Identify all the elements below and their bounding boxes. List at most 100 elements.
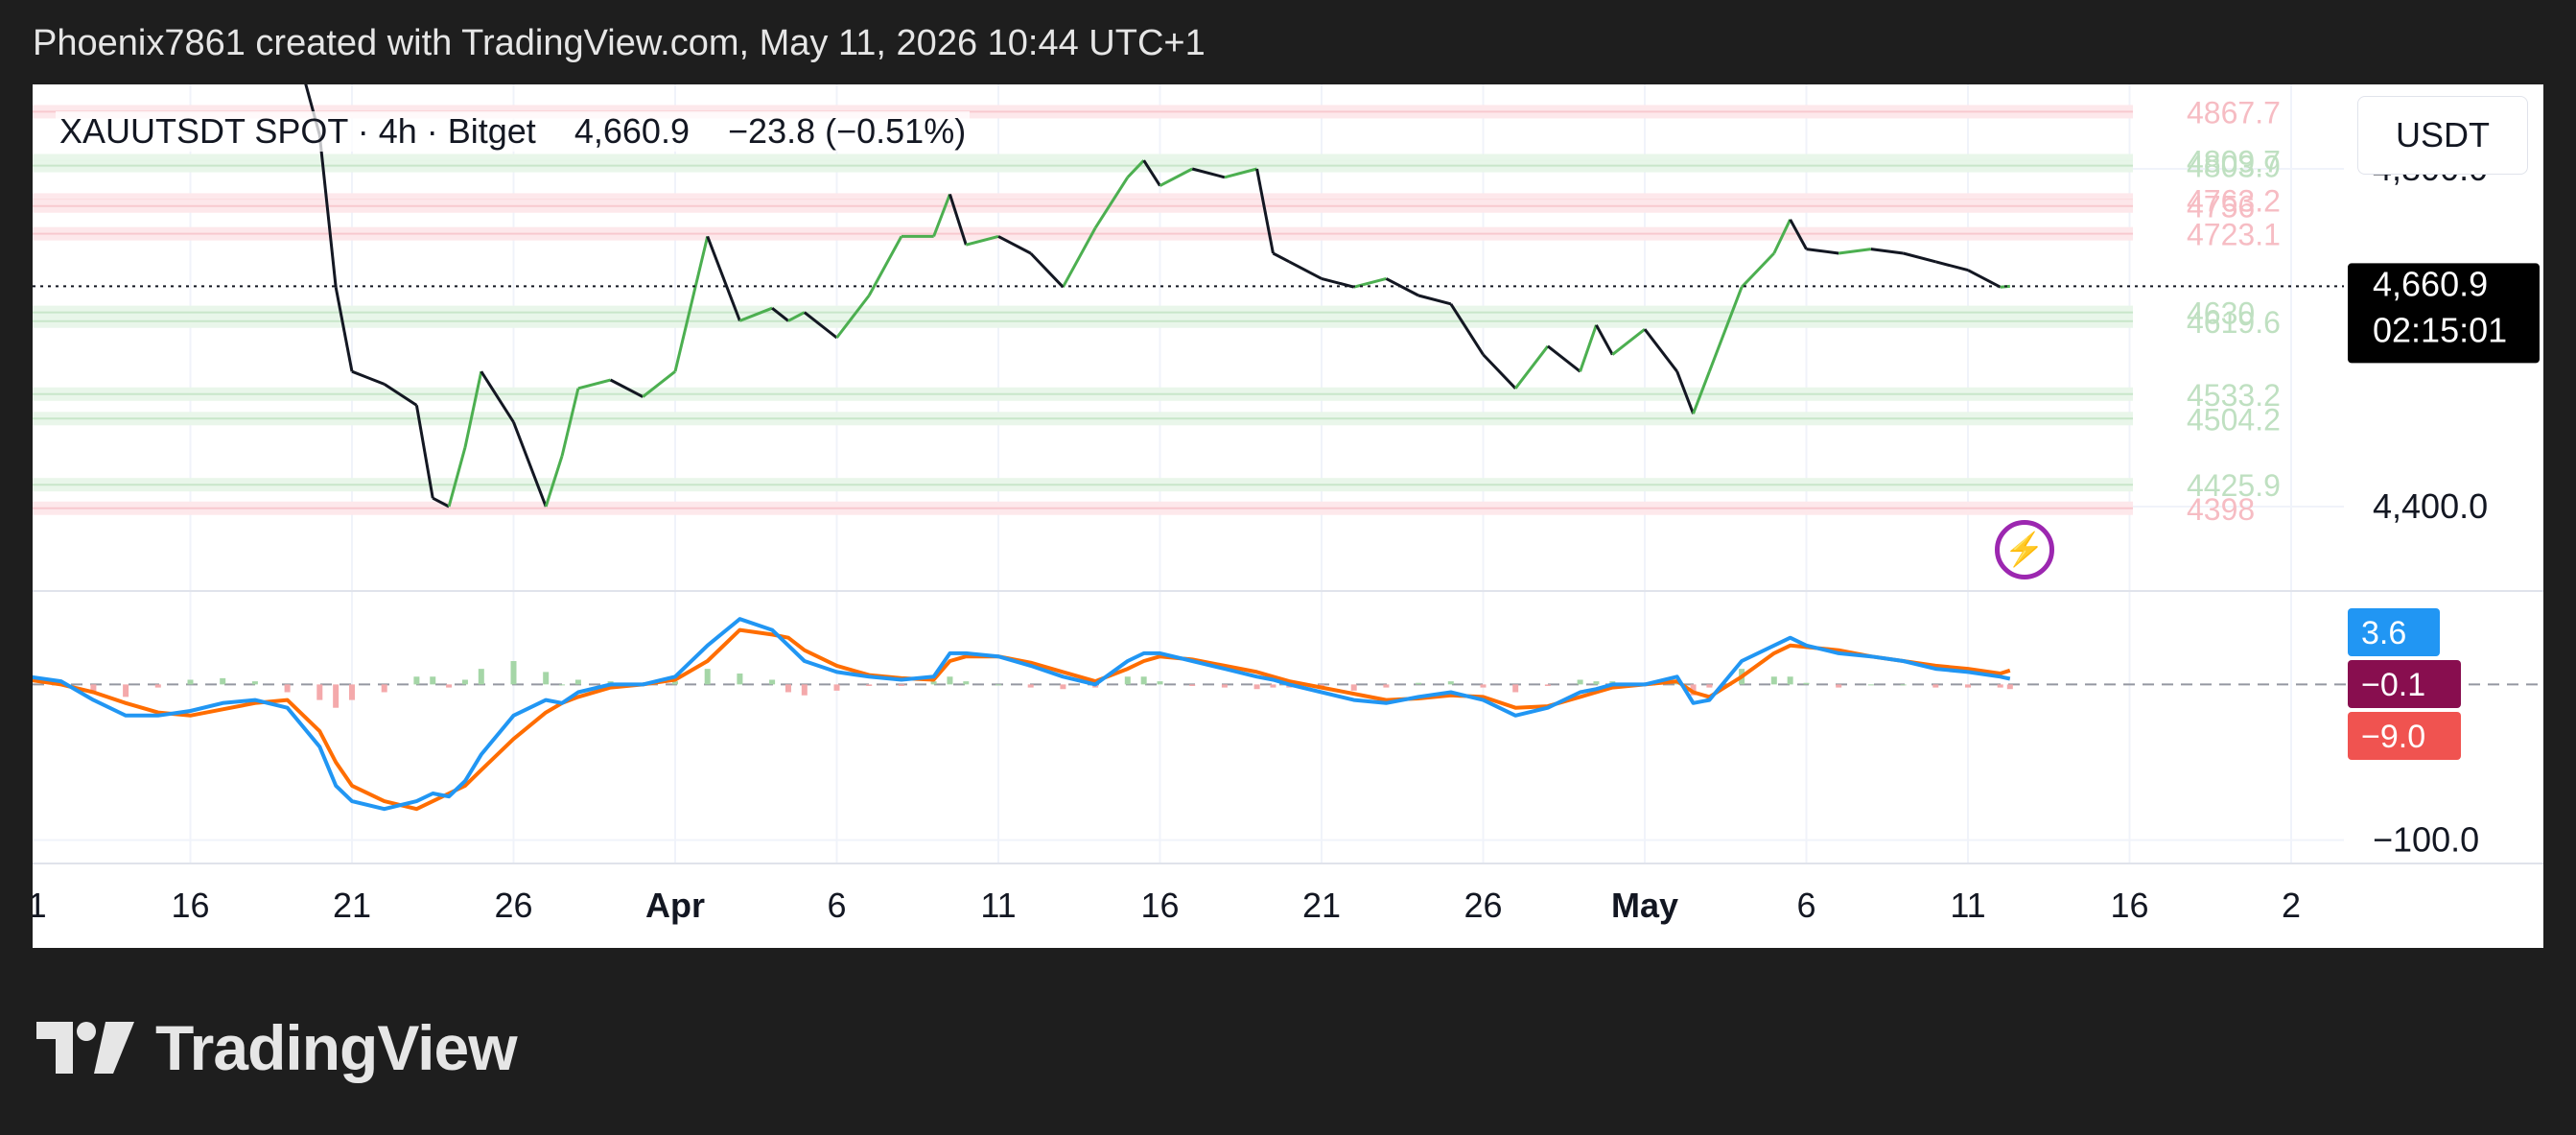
price-candle [997, 235, 1032, 255]
histogram-bar [1836, 684, 1842, 688]
price-candle [1288, 260, 1323, 280]
price-candle [1062, 226, 1097, 288]
price-candle [609, 378, 644, 398]
price-candle [1967, 269, 2002, 289]
price-candle [1272, 251, 1290, 264]
histogram-bar [154, 684, 161, 688]
histogram-bar [461, 679, 468, 685]
x-axis-tick-label: 16 [1140, 886, 1179, 925]
price-candle [1772, 219, 1792, 254]
x-axis-tick-label: Apr [645, 886, 705, 925]
histogram-bar [1932, 684, 1939, 688]
histogram-bar [1270, 684, 1276, 688]
histogram-bar [349, 684, 355, 700]
x-axis-tick-label: 16 [2110, 886, 2148, 925]
histogram-bar [1189, 684, 1196, 686]
level-label: 4504.2 [2187, 402, 2281, 437]
chart-canvas[interactable]: 11162126Apr611162126May6111624,800.04,40… [33, 84, 2543, 948]
price-candle [1417, 294, 1452, 306]
price-candle [1321, 276, 1355, 289]
indicator-value-label: 3.6 [2361, 615, 2406, 651]
price-candle [560, 388, 580, 457]
last-price-value: 4,660.9 [2373, 264, 2488, 303]
price-candle [965, 234, 999, 247]
histogram-bar [672, 681, 678, 685]
x-axis-tick-label: 6 [1796, 886, 1815, 925]
price-candle [1255, 168, 1275, 254]
level-label: 4756 [2187, 190, 2255, 225]
price-candle [1353, 276, 1387, 289]
histogram-bar [333, 684, 340, 708]
histogram-bar [1140, 676, 1147, 685]
price-candle [932, 193, 951, 237]
price-candle [1806, 248, 1839, 255]
brand: TradingView [36, 1011, 518, 1084]
price-candle [577, 378, 611, 390]
level-label: 4533.2 [2187, 378, 2281, 413]
histogram-bar [1593, 681, 1600, 685]
x-axis-tick-label: 26 [494, 886, 532, 925]
price-candle [1482, 353, 1517, 390]
level-label: 4398 [2187, 492, 2255, 527]
histogram-bar [381, 684, 387, 693]
price-candle [1838, 248, 1872, 255]
bar-countdown: 02:15:01 [2373, 310, 2507, 349]
price-candle [414, 405, 434, 499]
x-axis-tick-label: 26 [1464, 886, 1502, 925]
price-candle [706, 235, 741, 321]
histogram-bar [1787, 676, 1793, 685]
histogram-bar [1060, 684, 1066, 690]
price-candle [463, 370, 483, 448]
price-candle [1643, 328, 1678, 373]
histogram-bar [1706, 684, 1713, 688]
histogram-bar [251, 681, 258, 685]
chart-caption: Phoenix7861 created with TradingView.com… [33, 23, 1206, 63]
price-candle [1789, 219, 1808, 250]
histogram-bar [510, 661, 517, 685]
level-label: 4630 [2187, 296, 2255, 331]
x-axis-tick-label: 21 [1302, 886, 1341, 925]
histogram-bar [1577, 679, 1583, 685]
price-candle [1546, 344, 1581, 373]
symbol-label[interactable]: XAUUTSDT SPOT · 4h · Bitget [59, 111, 536, 151]
indicator-value-badge [2348, 608, 2440, 656]
histogram-bar [90, 684, 97, 693]
level-label: 4803.9 [2187, 150, 2281, 184]
macd-line [33, 617, 2011, 812]
price-candle [1224, 167, 1257, 179]
histogram-bar [898, 684, 904, 686]
price-candle [334, 286, 354, 372]
histogram-bar [1770, 676, 1777, 685]
histogram-bar [123, 684, 129, 698]
histogram-bar [833, 684, 840, 691]
histogram-bar [947, 676, 953, 685]
histogram-bar [1253, 684, 1260, 690]
price-candle [317, 134, 338, 288]
price-candle [544, 455, 564, 508]
price-candle [803, 311, 838, 340]
x-axis-tick-label: 11 [33, 886, 47, 925]
level-label: 4763.2 [2187, 183, 2281, 218]
histogram-bar [1027, 684, 1034, 688]
x-axis-tick-label: 2 [2282, 886, 2301, 925]
chart-panel[interactable]: 11162126Apr611162126May6111624,800.04,40… [33, 84, 2543, 948]
symbol-legend: XAUUTSDT SPOT · 4h · Bitget 4,660.9 −23.… [56, 111, 971, 152]
x-axis-tick-label: 11 [980, 886, 1016, 925]
x-axis-tick-label: 6 [827, 886, 846, 925]
histogram-bar [1416, 682, 1422, 685]
price-candle [512, 421, 548, 508]
price-candle [1741, 251, 1775, 289]
histogram-bar [785, 684, 791, 693]
price-candle [787, 311, 806, 322]
histogram-bar [1803, 682, 1810, 685]
price-candle [1126, 159, 1145, 178]
signal-line [33, 627, 2011, 812]
indicator-value-badge [2348, 712, 2461, 760]
histogram-bar [769, 679, 776, 685]
price-candle [1675, 370, 1695, 414]
lightning-icon[interactable]: ⚡ [1995, 520, 2054, 579]
level-label: 4809.7 [2187, 144, 2281, 178]
currency-button[interactable]: USDT [2357, 96, 2528, 175]
histogram-bar [1965, 684, 1971, 688]
histogram-bar [446, 684, 453, 688]
